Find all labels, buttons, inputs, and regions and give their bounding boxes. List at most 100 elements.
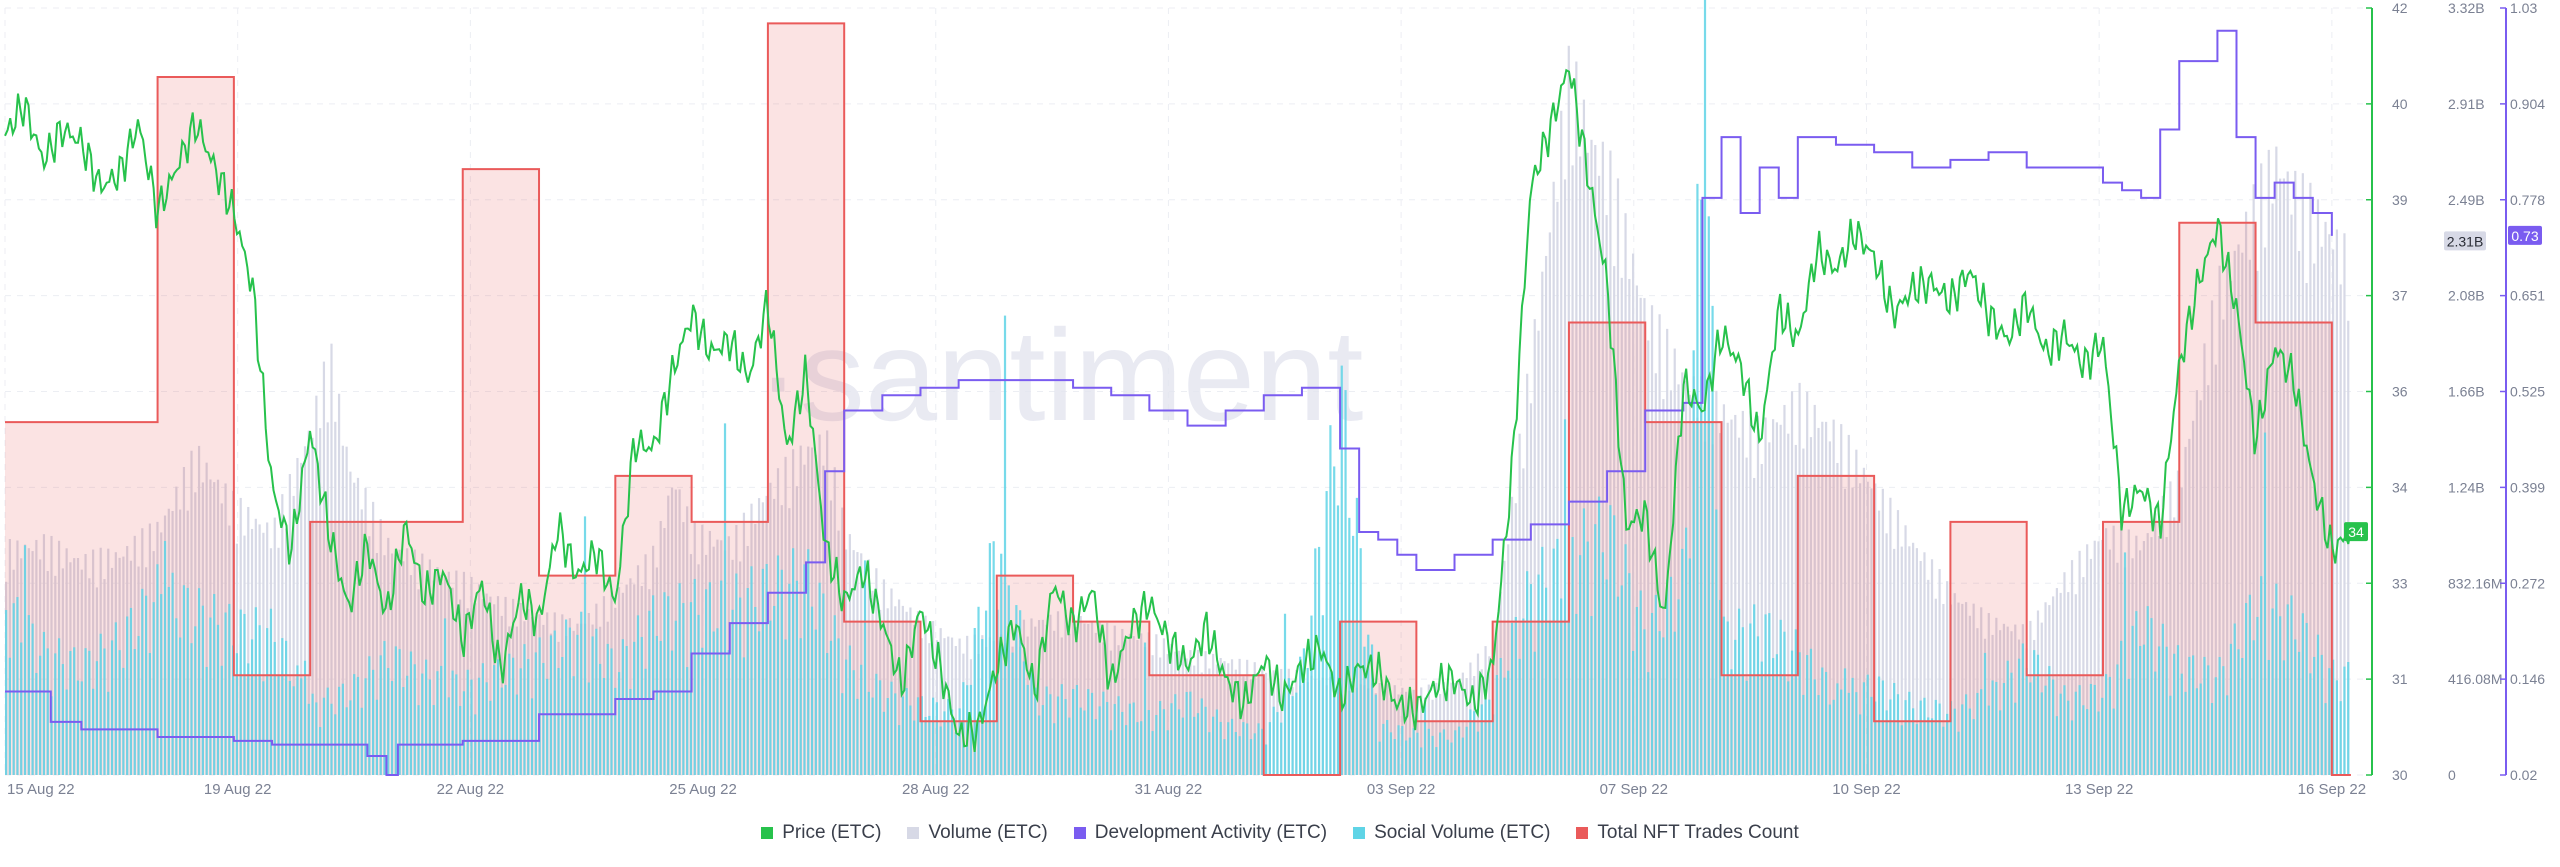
social-volume-bar (311, 693, 314, 775)
x-tick-label: 31 Aug 22 (1135, 781, 1203, 798)
volume-bar (80, 569, 83, 775)
volume-bar (1828, 441, 1831, 775)
social-volume-bar (402, 687, 405, 775)
watermark: ·santiment (757, 302, 1364, 448)
volume-bar (1571, 165, 1574, 775)
social-volume-bar (1737, 608, 1741, 775)
social-volume-bar (1465, 726, 1468, 775)
social-volume-bar (179, 637, 182, 775)
social-volume-bar (697, 614, 700, 775)
volume-bar (1264, 672, 1268, 775)
volume-bar (784, 456, 787, 775)
volume-bar (470, 576, 473, 775)
social-volume-bar (1359, 548, 1362, 775)
social-volume-bar (602, 677, 606, 775)
legend-item[interactable]: Development Activity (ETC) (1073, 822, 1327, 844)
social-volume-bar (693, 578, 696, 775)
social-volume-bar (1870, 696, 1873, 775)
volume-bar (2301, 173, 2304, 775)
social-volume-bar (489, 700, 492, 775)
volume-bar (1768, 442, 1771, 775)
volume-bar (368, 536, 371, 775)
social-volume-bar (2267, 659, 2270, 775)
social-volume-bar (171, 572, 174, 775)
legend-item[interactable]: Volume (ETC) (907, 822, 1048, 844)
volume-bar (65, 548, 68, 775)
social-volume-bar (1560, 598, 1563, 775)
social-volume-bar (984, 610, 988, 775)
social-volume-bar (916, 697, 920, 775)
volume-bar (1166, 654, 1169, 775)
social-volume-bar (1476, 731, 1480, 775)
volume-bar (205, 462, 208, 775)
volume-bar (2188, 438, 2191, 775)
volume-bar (1454, 683, 1457, 775)
social-volume-bar (1393, 739, 1396, 775)
social-volume-bar (992, 541, 995, 775)
volume-bar (814, 454, 817, 775)
social-volume-bar (1813, 679, 1816, 775)
social-volume-bar (353, 674, 356, 775)
social-volume-bar (156, 564, 159, 775)
social-volume-bar (95, 661, 99, 775)
volume-bar (432, 580, 435, 775)
volume-bar (107, 548, 110, 775)
social-volume-bar (1336, 505, 1340, 775)
social-volume-bar (1454, 730, 1457, 775)
social-volume-bar (746, 588, 749, 775)
social-volume-bar (1382, 723, 1385, 775)
volume-bar (1151, 655, 1154, 775)
volume-bar (356, 477, 360, 775)
social-volume-bar (1181, 717, 1184, 775)
social-volume-bar (591, 636, 594, 775)
volume-bar (428, 559, 431, 775)
social-volume-bar (277, 676, 280, 775)
volume-bar (1824, 421, 1828, 775)
social-volume-bar (848, 645, 851, 775)
social-volume-bar (364, 678, 367, 775)
x-tick-label: 03 Sep 22 (1367, 781, 1435, 798)
volume-bar (1280, 668, 1283, 775)
social-volume-bar (1703, 0, 1707, 775)
price-axis-tick: 37 (2392, 288, 2408, 304)
volume-bar (277, 547, 280, 775)
social-volume-bar (1987, 705, 1990, 775)
social-volume-bar (1783, 631, 1786, 775)
volume-bar (421, 553, 424, 775)
social-volume-bar (655, 635, 659, 775)
social-volume-bar (1227, 722, 1230, 775)
social-volume-bar (1503, 677, 1506, 775)
social-volume-bar (92, 688, 95, 775)
legend-item[interactable]: Price (ETC) (761, 822, 881, 844)
social-volume-bar (76, 680, 80, 775)
social-volume-bar (1866, 674, 1869, 775)
social-volume-bar (2180, 673, 2183, 775)
social-volume-bar (2260, 576, 2263, 775)
volume-bar (1227, 663, 1230, 775)
volume-bar (413, 549, 416, 775)
legend-item[interactable]: Total NFT Trades Count (1576, 822, 1799, 844)
social-volume-bar (1889, 699, 1892, 775)
social-volume-bar (356, 676, 360, 775)
social-volume-bar (1234, 732, 1237, 775)
volume-bar (2267, 149, 2270, 775)
volume-bar (686, 506, 689, 775)
social-volume-bar (148, 653, 151, 775)
social-volume-bar (663, 592, 666, 775)
volume-bar (1946, 581, 1949, 775)
volume-bar (1582, 99, 1586, 775)
legend-item[interactable]: Social Volume (ETC) (1353, 822, 1550, 844)
social-volume-bar (2210, 703, 2214, 775)
social-volume-bar (1015, 605, 1018, 775)
legend: Price (ETC) Volume (ETC) Development Activ… (0, 822, 2560, 844)
social-volume-bar (2014, 702, 2017, 775)
social-volume-bar (1299, 656, 1302, 775)
volume-bar (1942, 603, 1945, 775)
volume-bar (1609, 150, 1612, 775)
volume-bar (950, 637, 954, 775)
social-volume-bar (2248, 594, 2251, 775)
social-volume-bar (844, 659, 848, 775)
volume-bar (2241, 252, 2244, 775)
volume-bar (1586, 152, 1589, 776)
social-volume-bar (739, 597, 742, 775)
